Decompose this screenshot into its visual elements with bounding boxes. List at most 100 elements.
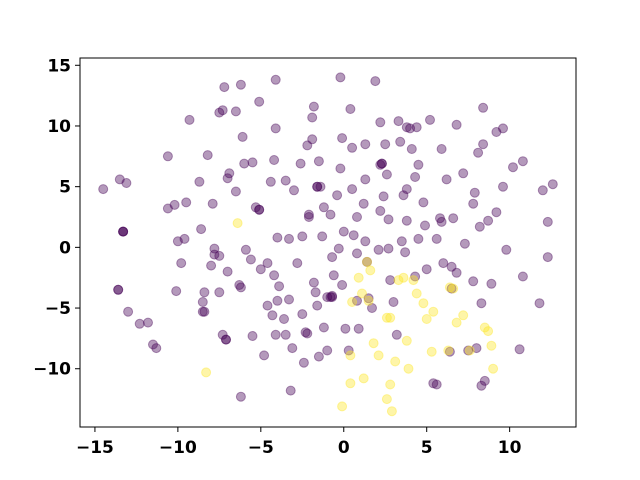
scatter-point xyxy=(254,204,265,215)
scatter-point xyxy=(418,298,429,309)
scatter-point xyxy=(219,82,230,93)
scatter-point xyxy=(421,264,432,275)
scatter-point xyxy=(169,199,180,210)
scatter-point xyxy=(118,226,129,237)
scatter-point xyxy=(300,327,311,338)
scatter-point xyxy=(483,326,494,337)
scatter-point xyxy=(345,378,356,389)
scatter-point xyxy=(421,314,432,324)
scatter-point xyxy=(383,214,394,225)
scatter-point xyxy=(285,385,296,396)
scatter-point xyxy=(352,295,362,306)
scatter-point xyxy=(269,270,280,281)
scatter-point xyxy=(303,209,314,220)
scatter-point xyxy=(411,122,422,133)
scatter-point xyxy=(318,322,329,333)
x-tick-label: 0 xyxy=(338,438,350,458)
scatter-point xyxy=(347,142,358,153)
scatter-point xyxy=(517,271,528,282)
scatter-point xyxy=(413,233,424,244)
scatter-point xyxy=(267,310,278,321)
scatter-point xyxy=(224,168,235,179)
scatter-point xyxy=(302,140,313,151)
scatter-point xyxy=(358,198,369,209)
scatter-point xyxy=(113,284,124,295)
scatter-point xyxy=(279,314,289,324)
scatter-point xyxy=(340,323,351,334)
scatter-point xyxy=(436,144,447,154)
scatter-point xyxy=(479,375,490,386)
scatter-point xyxy=(255,264,266,275)
scatter-point xyxy=(478,102,489,113)
scatter-point xyxy=(375,159,386,170)
scatter-point xyxy=(335,72,346,83)
y-axis: −10 −5 0 5 10 15 xyxy=(33,56,80,380)
scatter-point xyxy=(308,277,319,288)
scatter-point xyxy=(247,331,258,341)
scatter-point xyxy=(390,356,401,367)
scatter-point xyxy=(297,231,308,242)
scatter-point xyxy=(274,281,285,292)
scatter-point xyxy=(547,179,558,190)
scatter-point xyxy=(197,297,208,307)
scatter-point xyxy=(184,114,195,125)
scatter-point xyxy=(498,123,508,134)
scatter-point xyxy=(360,139,371,150)
scatter-point xyxy=(297,309,308,320)
scatter-point xyxy=(214,107,225,118)
scatter-point xyxy=(315,181,326,192)
scatter-point xyxy=(386,406,397,417)
scatter-point xyxy=(162,203,173,214)
scatter-point xyxy=(230,186,241,197)
scatter-point xyxy=(333,243,344,254)
scatter-point xyxy=(486,278,497,289)
plot-frame xyxy=(79,57,577,428)
scatter-point xyxy=(448,283,459,294)
scatter-point xyxy=(214,287,225,298)
scatter-point xyxy=(501,244,512,255)
scatter-point xyxy=(410,271,421,282)
scatter-point xyxy=(517,156,528,167)
scatter-point xyxy=(118,226,129,237)
scatter-point xyxy=(123,306,134,317)
scatter-point xyxy=(322,345,333,356)
scatter-point xyxy=(362,256,372,267)
scatter-point xyxy=(448,213,459,224)
scatter-point xyxy=(444,346,455,357)
scatter-point xyxy=(383,243,394,254)
scatter-point xyxy=(214,250,225,261)
scatter-point xyxy=(162,151,173,162)
scatter-point xyxy=(393,116,404,127)
scatter-point xyxy=(395,136,406,147)
scatter-point xyxy=(199,287,210,298)
x-axis: −15 −10 −5 0 5 10 xyxy=(76,427,522,458)
scatter-point xyxy=(240,244,251,255)
scatter-point xyxy=(363,295,374,306)
scatter-point xyxy=(280,175,291,186)
scatter-point xyxy=(325,292,336,303)
scatter-point xyxy=(134,318,145,329)
scatter-point xyxy=(327,252,338,263)
scatter-point xyxy=(222,266,233,277)
scatter-point xyxy=(451,119,462,130)
scatter-point xyxy=(337,133,348,144)
scatter-point xyxy=(385,379,396,390)
scatter-point xyxy=(280,329,291,340)
scatter-point xyxy=(325,209,336,220)
scatter-point xyxy=(438,258,449,269)
scatter-point xyxy=(498,181,508,192)
scatter-point xyxy=(270,123,281,134)
scatter-point xyxy=(431,233,442,244)
scatter-point xyxy=(171,286,182,297)
scatter-point xyxy=(222,173,233,184)
scatter-point xyxy=(303,212,314,222)
scatter-point xyxy=(307,112,318,123)
scatter-point xyxy=(254,96,265,107)
scatter-point xyxy=(199,306,210,317)
scatter-point xyxy=(345,350,356,361)
scatter-point xyxy=(217,105,228,116)
scatter-point xyxy=(360,174,371,185)
scatter-point xyxy=(537,185,548,196)
scatter-point xyxy=(486,340,497,351)
